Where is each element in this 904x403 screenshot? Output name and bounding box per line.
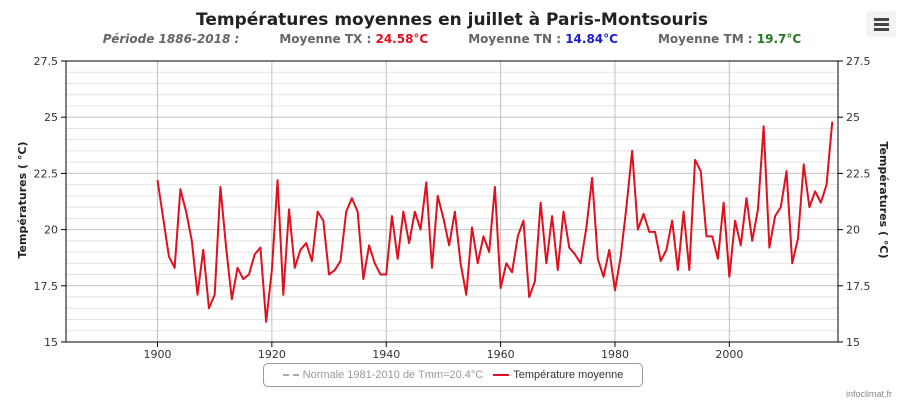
y-axis-left-title: Températures ( °C) (16, 142, 29, 259)
y-axis-left-labels: 15 17.5 20 22.5 25 27.5 (34, 55, 59, 349)
temperature-series-line (156, 121, 834, 323)
vertical-gridlines (156, 61, 730, 342)
x-axis-labels: 1900 1920 1940 1960 1980 2000 (143, 348, 743, 361)
y-tick-label-right: 25 (846, 111, 860, 124)
y-tick-label-right: 22.5 (846, 167, 871, 180)
tx-value: 24.58°C (375, 32, 429, 46)
y-tick-label-left: 20 (44, 224, 58, 237)
x-tick-label: 1960 (487, 348, 515, 361)
chart-subtitle: Période 1886-2018 : Moyenne TX : 24.58°C M… (0, 32, 904, 46)
x-tick-label: 1980 (601, 348, 629, 361)
x-tick-label: 2000 (715, 348, 743, 361)
y-tick-label-right: 20 (846, 224, 860, 237)
axis-ticks (61, 60, 843, 347)
x-tick-label: 1920 (258, 348, 286, 361)
y-tick-label-left: 15 (44, 336, 58, 349)
tn-label: Moyenne TN : (468, 32, 561, 46)
menu-bar (874, 28, 889, 31)
line-swatch-icon (493, 374, 510, 376)
legend-item-normal[interactable]: Normale 1981-2010 de Tmm=20.4°C (282, 369, 484, 381)
hamburger-menu-icon[interactable] (866, 11, 896, 37)
series-layer (156, 121, 834, 323)
tm-label: Moyenne TM : (657, 32, 753, 46)
y-tick-label-left: 17.5 (34, 280, 59, 293)
menu-bar (874, 18, 889, 21)
dashed-line-icon (282, 374, 299, 376)
y-axis-right-labels: 15 17.5 20 22.5 25 27.5 (846, 55, 871, 349)
chart-legend: Normale 1981-2010 de Tmm=20.4°C Températ… (263, 363, 643, 387)
y-axis-right-title: Températures ( °C) (877, 142, 890, 259)
credit-link[interactable]: infoclimat.fr (845, 389, 892, 399)
tx-label: Moyenne TX : (279, 32, 372, 46)
y-tick-label-left: 22.5 (34, 167, 59, 180)
y-tick-label-right: 15 (846, 336, 860, 349)
legend-series-label: Température moyenne (513, 369, 624, 381)
major-gridlines (66, 60, 838, 343)
legend-normal-label: Normale 1981-2010 de Tmm=20.4°C (302, 369, 484, 381)
plot-area-border (65, 60, 839, 343)
chart-title: Températures moyennes en juillet à Paris… (196, 10, 708, 30)
minor-gridlines (66, 60, 838, 343)
x-tick-label: 1900 (143, 348, 171, 361)
x-tick-label: 1940 (372, 348, 400, 361)
legend-item-temperature[interactable]: Température moyenne (493, 369, 623, 381)
y-tick-label-left: 27.5 (34, 55, 59, 68)
period-label: Période 1886-2018 : (102, 32, 240, 46)
y-tick-label-left: 25 (44, 111, 58, 124)
y-tick-label-right: 17.5 (846, 280, 871, 293)
tn-value: 14.84°C (565, 32, 618, 46)
menu-bar (874, 23, 889, 26)
tm-value: 19.7°C (756, 32, 802, 46)
y-tick-label-right: 27.5 (846, 55, 871, 68)
